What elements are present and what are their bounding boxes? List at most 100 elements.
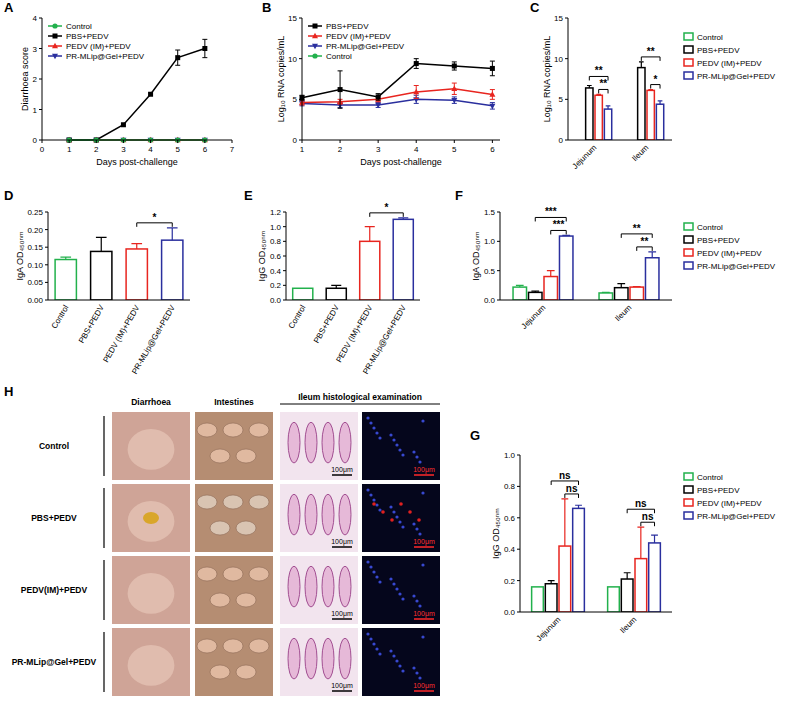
legend-label: PBS+PEDV	[697, 486, 740, 495]
row-divider	[103, 416, 104, 476]
legend-label: PEDV (IM)+PEDV	[697, 59, 762, 68]
y-tick-label: 1.0	[484, 237, 496, 246]
image-detail	[288, 422, 300, 463]
point	[376, 94, 381, 99]
y-tick-label: 5	[559, 95, 564, 104]
column-underline	[280, 404, 440, 405]
image-detail	[236, 593, 256, 607]
image-detail	[210, 449, 230, 463]
image-detail	[236, 449, 256, 463]
bar	[635, 559, 647, 612]
point	[452, 63, 457, 68]
error-bar	[633, 286, 641, 288]
image-detail	[401, 669, 404, 672]
scale-bar	[414, 690, 434, 692]
image-placeholder	[112, 628, 190, 696]
plot-marks	[513, 235, 659, 300]
y-tick	[497, 241, 500, 242]
scale-bar	[332, 474, 352, 476]
point	[121, 122, 126, 127]
row-divider	[103, 560, 104, 620]
significance-bracket	[370, 213, 404, 217]
y-tick	[283, 256, 286, 257]
panel-letter: F	[455, 188, 463, 203]
point	[93, 138, 99, 144]
y-tick	[45, 282, 48, 283]
bar	[559, 546, 571, 612]
y-tick-label: 0.10	[27, 261, 43, 270]
error-bar	[651, 535, 658, 543]
series-line	[302, 64, 492, 98]
y-axis-title: IgA OD₄₅₀ₙₘ	[471, 231, 481, 281]
y-tick	[497, 300, 500, 301]
x-tick-label: 1	[300, 145, 305, 154]
bar	[513, 287, 526, 300]
point	[451, 85, 457, 91]
image-detail	[372, 642, 375, 645]
error-bar	[548, 581, 555, 584]
image-detail	[381, 510, 385, 514]
y-axis	[500, 212, 501, 300]
image-detail	[389, 505, 392, 508]
legend-label: PBS+PEDV	[326, 22, 369, 31]
error-bar	[624, 573, 631, 579]
significance-label: ***	[553, 219, 565, 230]
error-bar	[562, 235, 570, 237]
bar	[545, 584, 557, 612]
y-tick	[517, 612, 520, 613]
point	[120, 137, 126, 143]
y-tick-label: 0.20	[27, 226, 43, 235]
image-placeholder	[280, 628, 358, 696]
legend-label: PBS+PEDV	[697, 236, 740, 245]
image-detail	[421, 491, 424, 494]
legend-label: PEDV (IM)+PEDV	[66, 42, 131, 51]
image-detail	[421, 419, 424, 422]
y-tick-label: 10	[288, 55, 297, 64]
error-bar	[131, 244, 142, 249]
image-detail	[378, 652, 381, 655]
bar	[326, 288, 346, 300]
y-tick	[283, 241, 286, 242]
y-tick-label: 0.0	[270, 296, 282, 305]
x-tick-label: Ileum	[613, 303, 633, 323]
y-tick	[283, 270, 286, 271]
y-tick	[517, 580, 520, 581]
y-tick-label: 0	[33, 136, 38, 145]
x-tick-label: 7	[230, 145, 235, 154]
y-tick	[565, 58, 568, 59]
error-bar	[490, 103, 495, 110]
image-detail	[412, 594, 415, 597]
y-tick	[39, 79, 42, 80]
image-placeholder	[280, 556, 358, 624]
image-detail	[395, 659, 398, 662]
bar	[529, 292, 542, 300]
image-detail	[322, 638, 334, 679]
y-tick-label: 1.0	[504, 451, 516, 460]
image-placeholder	[195, 412, 273, 480]
legend-swatch	[684, 72, 693, 79]
legend-marker	[313, 24, 318, 29]
significance-label: **	[647, 46, 655, 57]
y-tick-label: 0	[293, 136, 298, 145]
x-tick	[69, 140, 70, 143]
bar	[532, 587, 544, 612]
y-axis-title: IgA OD₄₅₀ₙₘ	[15, 231, 25, 281]
image-detail	[128, 501, 175, 542]
image-detail	[197, 567, 217, 581]
significance-bracket	[589, 76, 608, 80]
image-detail	[389, 577, 392, 580]
error-bar	[596, 94, 601, 96]
image-detail	[305, 422, 317, 463]
significance-bracket	[641, 522, 655, 526]
image-placeholder	[280, 412, 358, 480]
significance-bracket	[637, 247, 652, 251]
x-tick	[302, 140, 303, 143]
y-tick-label: 1.5	[484, 208, 496, 217]
significance-label: ns	[566, 483, 578, 494]
bar	[608, 587, 620, 612]
image-detail	[223, 567, 243, 581]
error-bar	[96, 237, 107, 251]
image-placeholder	[362, 556, 440, 624]
image-detail	[128, 429, 175, 470]
image-detail	[372, 426, 375, 429]
